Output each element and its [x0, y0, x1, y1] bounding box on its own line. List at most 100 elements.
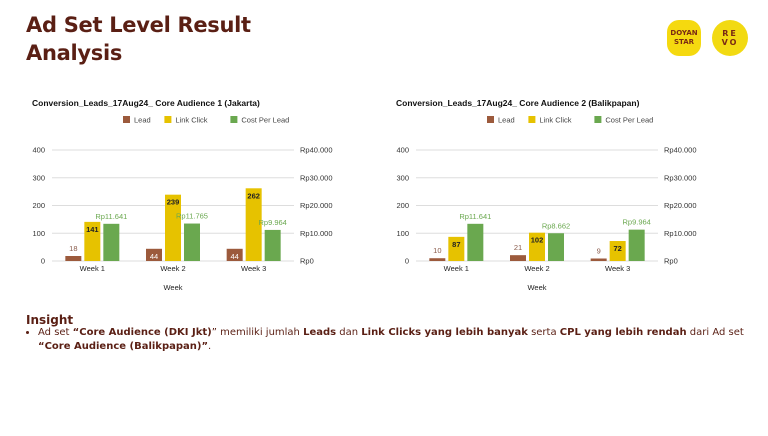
data-label-link-click: 239 — [167, 198, 180, 207]
legend-label: Lead — [134, 116, 151, 125]
bar-cost-per-lead — [548, 233, 564, 261]
bar-lead — [429, 258, 446, 261]
data-label-link-click: 72 — [613, 244, 621, 253]
revo-logo: RE VO — [712, 20, 748, 56]
x-tick-label: Week 3 — [241, 264, 266, 273]
y2-tick-label: Rp20.000 — [664, 201, 697, 210]
data-label-lead: 44 — [150, 252, 158, 261]
insight-bold-4: CPL yang lebih rendah — [559, 327, 687, 338]
bar-cost-per-lead — [467, 223, 484, 261]
legend-label: Lead — [498, 116, 515, 125]
legend-label: Link Click — [175, 116, 207, 125]
x-axis-title: Week — [527, 283, 546, 292]
bar-lead — [510, 255, 526, 261]
legend-swatch — [487, 116, 494, 123]
doyan-logo-text-1: DOYAN — [670, 29, 698, 37]
x-tick-label: Week 1 — [444, 264, 469, 273]
data-label-lead: 9 — [597, 247, 601, 256]
bar-lead — [65, 256, 82, 261]
bar-link-click — [529, 232, 545, 261]
y2-tick-label: Rp10.000 — [300, 229, 333, 238]
legend-swatch — [164, 116, 172, 123]
y2-tick-label: Rp10.000 — [664, 229, 697, 238]
chart-jakarta-svg: Conversion_Leads_17Aug24_ Core Audience … — [32, 98, 333, 292]
data-label-cost-per-lead: Rp11.641 — [95, 212, 127, 221]
y2-tick-label: Rp30.000 — [664, 173, 697, 182]
legend-label: Link Click — [539, 116, 571, 125]
bar-link-click — [245, 188, 262, 261]
y2-tick-label: Rp0 — [664, 257, 678, 266]
data-label-cost-per-lead: Rp9.964 — [258, 218, 286, 227]
insight-list: Ad set “Core Audience (DKI Jkt)” memilik… — [26, 326, 758, 354]
bar-lead — [146, 248, 162, 261]
x-tick-label: Week 1 — [80, 264, 105, 273]
insight-text-4: serta — [527, 327, 560, 338]
y-tick-label: 100 — [32, 229, 45, 238]
data-label-link-click: 141 — [86, 225, 99, 234]
x-tick-label: Week 3 — [605, 264, 630, 273]
data-label-lead: 44 — [230, 252, 238, 261]
doyan-logo-text-2: STAR — [673, 38, 695, 46]
insight-text-3: dan — [336, 327, 362, 338]
legend-label: Cost Per Lead — [241, 116, 289, 125]
insight-bold-5: “Core Audience (Balikpapan)” — [38, 341, 209, 352]
y-tick-label: 200 — [396, 201, 409, 210]
chart-balikpapan: Conversion_Leads_17Aug24_ Core Audience … — [392, 92, 732, 297]
data-label-cost-per-lead: Rp8.662 — [542, 221, 570, 230]
page-title-line2: Analysis — [26, 41, 123, 65]
data-label-cost-per-lead: Rp11.641 — [459, 212, 491, 221]
y2-tick-label: Rp30.000 — [300, 173, 333, 182]
data-label-cost-per-lead: Rp9.964 — [622, 218, 650, 227]
legend-swatch — [528, 116, 536, 123]
y-tick-label: 400 — [396, 146, 409, 155]
data-label-link-click: 102 — [531, 236, 544, 245]
insight-bold-1: “Core Audience (DKI Jkt) — [72, 327, 212, 338]
revo-logo-text-1: RE — [722, 29, 738, 38]
insight-bold-3: Link Clicks yang lebih banyak — [361, 327, 528, 338]
doyan-logo: DOYAN STAR — [667, 20, 701, 56]
data-label-lead: 10 — [433, 246, 441, 255]
y2-tick-label: Rp20.000 — [300, 201, 333, 210]
bar-lead — [590, 258, 607, 261]
y2-tick-label: Rp40.000 — [300, 146, 333, 155]
y2-tick-label: Rp40.000 — [664, 146, 697, 155]
y-tick-label: 300 — [32, 173, 45, 182]
chart-title: Conversion_Leads_17Aug24_ Core Audience … — [396, 98, 640, 108]
x-tick-label: Week 2 — [524, 264, 549, 273]
x-tick-label: Week 2 — [160, 264, 185, 273]
data-label-lead: 21 — [514, 243, 522, 252]
bar-cost-per-lead — [628, 229, 645, 261]
chart-jakarta: Conversion_Leads_17Aug24_ Core Audience … — [28, 92, 368, 297]
y-tick-label: 400 — [32, 146, 45, 155]
data-label-cost-per-lead: Rp11.765 — [176, 212, 208, 221]
revo-logo-text-2: VO — [721, 38, 739, 47]
bar-cost-per-lead — [184, 223, 200, 261]
insight-item: Ad set “Core Audience (DKI Jkt)” memilik… — [38, 326, 758, 354]
insight-text-1: Ad set — [38, 327, 73, 338]
insight-bold-2: Leads — [303, 327, 337, 338]
bar-link-click — [448, 236, 465, 261]
legend-swatch — [123, 116, 130, 123]
y-tick-label: 300 — [396, 173, 409, 182]
legend-swatch — [594, 116, 602, 123]
insight-text-5: dari Ad set — [686, 327, 744, 338]
insight-heading: Insight — [26, 313, 74, 327]
data-label-link-click: 87 — [452, 240, 460, 249]
bar-cost-per-lead — [103, 223, 120, 261]
y-tick-label: 100 — [396, 229, 409, 238]
bar-link-click — [609, 241, 626, 261]
data-label-lead: 18 — [69, 244, 77, 253]
page-title-line1: Ad Set Level Result — [26, 13, 251, 37]
bar-cost-per-lead — [264, 229, 281, 261]
y-tick-label: 200 — [32, 201, 45, 210]
legend-label: Cost Per Lead — [605, 116, 653, 125]
page-title: Ad Set Level Result Analysis — [26, 11, 251, 67]
chart-title: Conversion_Leads_17Aug24_ Core Audience … — [32, 98, 260, 108]
y-tick-label: 0 — [41, 257, 45, 266]
insight-text-2: ” memiliki jumlah — [211, 327, 304, 338]
insight-text-6: . — [208, 341, 212, 352]
bar-link-click — [165, 194, 181, 261]
data-label-link-click: 262 — [247, 191, 260, 200]
bar-lead — [226, 248, 243, 261]
legend-swatch — [230, 116, 238, 123]
